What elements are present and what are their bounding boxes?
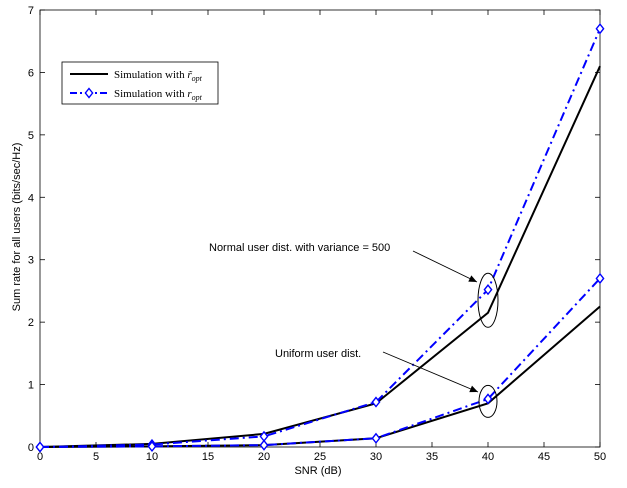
y-axis-label: Sum rate for all users (bits/sec/Hz)	[11, 143, 23, 312]
x-tick-label: 10	[146, 451, 158, 463]
x-tick-label: 15	[202, 451, 214, 463]
data-point-marker	[371, 432, 381, 444]
y-tick-label: 2	[28, 317, 34, 329]
x-tick-label: 5	[93, 451, 99, 463]
series-normal-solid	[39, 65, 601, 448]
y-tick-label: 4	[28, 192, 34, 204]
annotation-normal: Normal user dist. with variance = 500	[209, 242, 499, 328]
y-tick-label: 1	[28, 380, 34, 392]
legend-label: Simulation with r̃opt	[114, 69, 203, 83]
x-tick-label: 20	[258, 451, 270, 463]
data-point-marker	[595, 272, 605, 285]
legend: Simulation with r̃opt Simulation with rop…	[61, 61, 219, 105]
data-point-marker	[483, 284, 493, 296]
x-axis-label: SNR (dB)	[294, 465, 341, 477]
y-tick-label: 3	[28, 255, 34, 267]
annotation-arrow-line	[382, 351, 479, 393]
legend-entry: Simulation with ropt	[70, 87, 203, 102]
x-tick-label: 45	[538, 451, 550, 463]
tick-marks	[39, 9, 601, 448]
annotation-label: Normal user dist. with variance = 500	[209, 242, 390, 254]
series-layer	[35, 23, 605, 453]
x-tick-label: 25	[314, 451, 326, 463]
annotation-arrowhead	[468, 275, 477, 282]
data-point-marker	[35, 441, 45, 453]
series-uniform-dashdot	[35, 272, 605, 453]
annotation-arrowhead	[469, 385, 478, 393]
y-tick-label: 0	[28, 442, 34, 454]
series-uniform-solid	[39, 305, 601, 448]
annotation-arrow-line	[412, 250, 478, 283]
x-tick-label: 30	[370, 451, 382, 463]
series-line	[39, 305, 601, 448]
legend-marker	[84, 87, 94, 99]
data-point-marker	[483, 393, 493, 405]
data-point-marker	[147, 440, 157, 452]
x-tick-label: 0	[37, 451, 43, 463]
data-point-marker	[595, 23, 605, 35]
x-tick-label: 50	[594, 451, 606, 463]
x-tick-label: 35	[426, 451, 438, 463]
data-point-marker	[371, 396, 381, 408]
legend-entry: Simulation with r̃opt	[70, 69, 203, 83]
series-line	[39, 65, 601, 448]
data-point-marker	[259, 439, 269, 451]
y-tick-label: 5	[28, 130, 34, 142]
annotations-layer: Normal user dist. with variance = 500 Uni…	[209, 242, 499, 418]
annotation-ellipse	[477, 272, 499, 328]
annotation-uniform: Uniform user dist.	[275, 348, 498, 418]
y-tick-label: 7	[28, 5, 34, 17]
annotation-ellipse	[478, 384, 498, 418]
y-tick-label: 6	[28, 67, 34, 79]
annotation-label: Uniform user dist.	[275, 348, 361, 360]
legend-label: Simulation with ropt	[114, 88, 203, 102]
series-line	[39, 277, 601, 448]
x-tick-label: 40	[482, 451, 494, 463]
